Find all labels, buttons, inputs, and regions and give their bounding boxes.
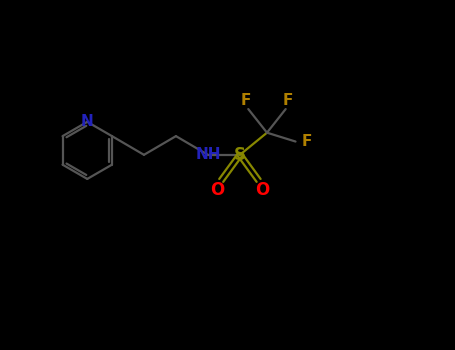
Text: O: O [255, 181, 270, 199]
Text: F: F [301, 134, 312, 149]
Text: O: O [210, 181, 224, 199]
Text: F: F [283, 93, 293, 108]
Text: F: F [241, 93, 251, 108]
Text: NH: NH [195, 147, 221, 162]
Text: S: S [234, 146, 246, 164]
Text: N: N [81, 114, 94, 130]
